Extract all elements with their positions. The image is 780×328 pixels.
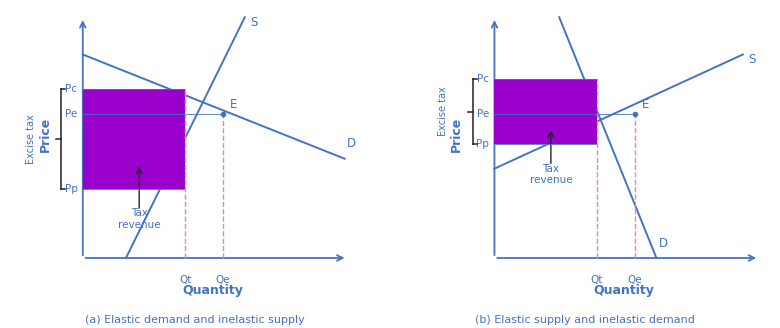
Text: Pe: Pe xyxy=(477,109,489,119)
Text: (b) Elastic supply and inelastic demand: (b) Elastic supply and inelastic demand xyxy=(475,315,695,325)
Text: (a) Elastic demand and inelastic supply: (a) Elastic demand and inelastic supply xyxy=(85,315,305,325)
Text: Tax
revenue: Tax revenue xyxy=(530,164,573,185)
Text: Quantity: Quantity xyxy=(594,284,654,297)
Text: Pp: Pp xyxy=(476,139,489,149)
Text: D: D xyxy=(659,236,668,250)
Text: S: S xyxy=(748,53,756,66)
Bar xyxy=(495,79,597,144)
Text: E: E xyxy=(642,98,649,111)
Text: Qe: Qe xyxy=(216,275,230,285)
Text: Pc: Pc xyxy=(66,84,77,94)
Text: D: D xyxy=(347,137,356,150)
Text: Excise tax: Excise tax xyxy=(438,87,448,136)
Text: Pp: Pp xyxy=(65,183,77,194)
Text: Excise tax: Excise tax xyxy=(27,114,37,164)
Text: Pe: Pe xyxy=(66,109,77,119)
Text: Qt: Qt xyxy=(590,275,603,285)
Text: Pc: Pc xyxy=(477,74,489,84)
Text: Tax
revenue: Tax revenue xyxy=(118,208,161,230)
Text: E: E xyxy=(230,98,237,111)
Text: Qe: Qe xyxy=(628,275,642,285)
Text: Price: Price xyxy=(38,116,51,152)
Text: Price: Price xyxy=(450,116,463,152)
Text: S: S xyxy=(250,16,257,29)
Bar xyxy=(83,89,186,189)
Text: Quantity: Quantity xyxy=(182,284,243,297)
Text: Qt: Qt xyxy=(179,275,192,285)
